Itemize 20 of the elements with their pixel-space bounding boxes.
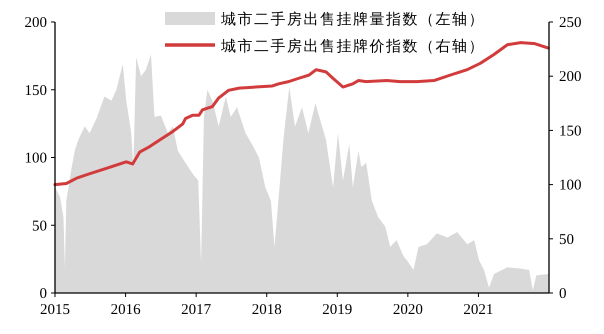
x-tick-label: 2020	[392, 302, 423, 318]
y2-tick-label: 100	[559, 178, 582, 194]
y-tick-label: 50	[32, 218, 47, 234]
legend-label: 城市二手房出售挂牌价指数（右轴）	[220, 38, 485, 55]
x-tick-label: 2017	[181, 302, 212, 318]
y-tick-label: 100	[24, 150, 47, 166]
y2-tick-label: 250	[559, 15, 582, 31]
y2-tick-label: 0	[559, 286, 566, 302]
x-tick-label: 2019	[322, 302, 352, 318]
y2-tick-label: 200	[559, 69, 582, 86]
y2-tick-label: 150	[559, 123, 582, 140]
x-tick-label: 2016	[110, 302, 142, 318]
x-tick-label: 2015	[40, 302, 70, 318]
x-tick-label: 2021	[463, 302, 494, 318]
x-tick-label: 2018	[252, 302, 282, 318]
y2-tick-label: 50	[559, 232, 574, 248]
y-tick-label: 200	[24, 15, 47, 31]
legend-label: 城市二手房出售挂牌量指数（左轴）	[220, 11, 485, 28]
y-tick-label: 150	[24, 82, 47, 99]
y-tick-label: 0	[40, 286, 47, 302]
